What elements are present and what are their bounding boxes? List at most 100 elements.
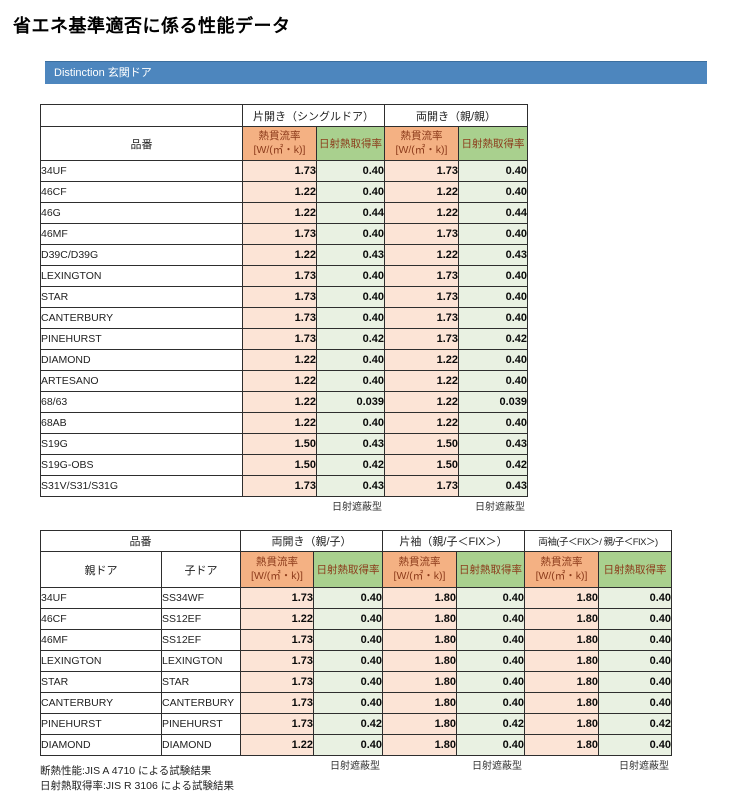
column-header-row: 親ドア 子ドア 熱貫流率 [W/(㎡・k)] 日射熱取得率 熱貫流率 [W/(㎡… xyxy=(40,551,673,588)
u-value-cell: 1.22 xyxy=(384,349,459,371)
shgc-value-cell: 0.40 xyxy=(598,608,673,630)
shgc-value-cell: 0.40 xyxy=(455,671,526,693)
table-row: CANTERBURY 1.73 0.40 1.73 0.40 xyxy=(40,307,528,329)
shgc-value-cell: 0.40 xyxy=(313,629,383,651)
shgc-value-cell: 0.40 xyxy=(313,608,383,630)
shgc-value-cell: 0.40 xyxy=(313,734,383,756)
shade-type-note: 日射遮蔽型 xyxy=(475,502,525,513)
table-row: DIAMOND DIAMOND 1.22 0.40 1.80 0.40 1.80… xyxy=(40,734,673,756)
child-door-name-cell: LEXINGTON xyxy=(161,650,241,672)
u-value-cell: 1.22 xyxy=(384,244,459,266)
shgc-value-cell: 0.40 xyxy=(458,349,528,371)
shgc-value-cell: 0.40 xyxy=(316,307,385,329)
shgc-value-cell: 0.44 xyxy=(316,202,385,224)
u-value-cell: 1.73 xyxy=(384,265,459,287)
u-value-cell: 1.73 xyxy=(240,713,314,735)
u-value-cell: 1.80 xyxy=(382,671,457,693)
u-value-cell: 1.73 xyxy=(242,475,317,497)
table-row: ARTESANO 1.22 0.40 1.22 0.40 xyxy=(40,370,528,392)
u-value-unit: [W/(㎡・k)] xyxy=(251,569,303,582)
table-row: 46MF SS12EF 1.73 0.40 1.80 0.40 1.80 0.4… xyxy=(40,629,673,651)
u-value-header: 熱貫流率 [W/(㎡・k)] xyxy=(242,126,317,161)
shgc-value-cell: 0.40 xyxy=(313,650,383,672)
product-name-cell: CANTERBURY xyxy=(40,307,243,329)
u-value-cell: 1.73 xyxy=(384,307,459,329)
shgc-value-cell: 0.40 xyxy=(316,286,385,308)
footnote-insulation: 断熱性能:JIS A 4710 による試験結果 xyxy=(40,765,212,777)
shgc-value-cell: 0.40 xyxy=(455,587,526,609)
shgc-value-cell: 0.40 xyxy=(455,650,526,672)
shgc-value-cell: 0.43 xyxy=(316,433,385,455)
u-value-cell: 1.73 xyxy=(384,223,459,245)
shgc-value-cell: 0.40 xyxy=(458,265,528,287)
page-title: 省エネ基準適否に係る性能データ xyxy=(13,16,291,36)
product-name-cell: LEXINGTON xyxy=(40,265,243,287)
u-value-cell: 1.22 xyxy=(242,391,317,413)
table-row: 34UF 1.73 0.40 1.73 0.40 xyxy=(40,160,528,182)
group-header-double-sidelite: 両袖(子＜FIX＞/ 親/子＜FIX＞) xyxy=(524,530,673,552)
u-value-cell: 1.73 xyxy=(242,160,317,182)
table-row: STAR 1.73 0.40 1.73 0.40 xyxy=(40,286,528,308)
shgc-value-cell: 0.42 xyxy=(313,713,383,735)
shgc-value-cell: 0.42 xyxy=(316,454,385,476)
product-name-cell: S31V/S31/S31G xyxy=(40,475,243,497)
u-value-cell: 1.22 xyxy=(242,370,317,392)
child-door-name-cell: DIAMOND xyxy=(161,734,241,756)
u-value-cell: 1.73 xyxy=(384,328,459,350)
shgc-value-cell: 0.40 xyxy=(316,181,385,203)
shgc-value-cell: 0.40 xyxy=(598,671,673,693)
u-value-cell: 1.22 xyxy=(242,202,317,224)
u-value-cell: 1.80 xyxy=(524,713,600,735)
shgc-value-cell: 0.40 xyxy=(598,692,673,714)
shgc-value-cell: 0.43 xyxy=(458,244,528,266)
shgc-value-cell: 0.40 xyxy=(455,692,526,714)
shade-type-note: 日射遮蔽型 xyxy=(330,761,380,772)
table-row: 46MF 1.73 0.40 1.73 0.40 xyxy=(40,223,528,245)
product-name-cell: S19G xyxy=(40,433,243,455)
parent-door-name-cell: CANTERBURY xyxy=(40,692,162,714)
shgc-value-cell: 0.42 xyxy=(455,713,526,735)
shgc-header: 日射熱取得率 xyxy=(455,551,526,588)
u-value-cell: 1.73 xyxy=(242,307,317,329)
u-value-header: 熱貫流率 [W/(㎡・k)] xyxy=(524,551,600,588)
group-header-row: 品番 両開き（親/子） 片袖（親/子＜FIX＞） 両袖(子＜FIX＞/ 親/子＜… xyxy=(40,530,673,552)
child-door-name-cell: SS12EF xyxy=(161,629,241,651)
u-value-header: 熱貫流率 [W/(㎡・k)] xyxy=(382,551,457,588)
u-value-cell: 1.22 xyxy=(384,412,459,434)
shgc-header: 日射熱取得率 xyxy=(313,551,383,588)
u-value-header: 熱貫流率 [W/(㎡・k)] xyxy=(384,126,459,161)
u-value-cell: 1.22 xyxy=(384,391,459,413)
u-value-unit: [W/(㎡・k)] xyxy=(535,569,588,582)
shgc-value-cell: 0.40 xyxy=(458,223,528,245)
u-value-cell: 1.50 xyxy=(242,433,317,455)
shgc-value-cell: 0.40 xyxy=(455,734,526,756)
parent-door-name-cell: 46MF xyxy=(40,629,162,651)
u-value-cell: 1.73 xyxy=(384,160,459,182)
u-value-cell: 1.50 xyxy=(242,454,317,476)
shgc-value-cell: 0.40 xyxy=(598,734,673,756)
shgc-value-cell: 0.40 xyxy=(458,160,528,182)
parent-child-door-table: 品番 両開き（親/子） 片袖（親/子＜FIX＞） 両袖(子＜FIX＞/ 親/子＜… xyxy=(40,530,673,756)
u-value-cell: 1.80 xyxy=(382,587,457,609)
parent-door-name-cell: LEXINGTON xyxy=(40,650,162,672)
table-row: 34UF SS34WF 1.73 0.40 1.80 0.40 1.80 0.4… xyxy=(40,587,673,609)
u-value-cell: 1.22 xyxy=(384,370,459,392)
table-row: DIAMOND 1.22 0.40 1.22 0.40 xyxy=(40,349,528,371)
shgc-value-cell: 0.40 xyxy=(598,629,673,651)
shgc-value-cell: 0.40 xyxy=(316,265,385,287)
u-value-cell: 1.73 xyxy=(240,671,314,693)
child-door-name-cell: CANTERBURY xyxy=(161,692,241,714)
u-value-cell: 1.80 xyxy=(524,650,600,672)
u-value-cell: 1.73 xyxy=(242,328,317,350)
u-value-cell: 1.73 xyxy=(242,286,317,308)
table-row: LEXINGTON 1.73 0.40 1.73 0.40 xyxy=(40,265,528,287)
table-row: S19G 1.50 0.43 1.50 0.43 xyxy=(40,433,528,455)
u-value-cell: 1.80 xyxy=(524,629,600,651)
blank-corner-cell xyxy=(40,104,243,127)
table-row: PINEHURST 1.73 0.42 1.73 0.42 xyxy=(40,328,528,350)
shgc-value-cell: 0.40 xyxy=(316,223,385,245)
product-name-cell: D39C/D39G xyxy=(40,244,243,266)
shgc-header: 日射熱取得率 xyxy=(458,126,528,161)
u-value-label: 熱貫流率 xyxy=(400,129,443,142)
product-name-cell: 46G xyxy=(40,202,243,224)
